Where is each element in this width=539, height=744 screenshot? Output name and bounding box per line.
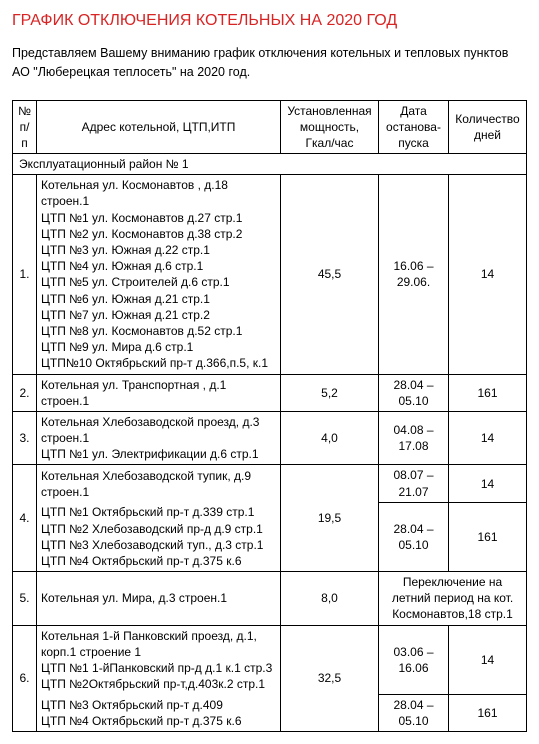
header-addr: Адрес котельной, ЦТП,ИТП [37, 100, 281, 154]
table-row: ЦТП №1 Октябрьский пр-т д.339 стр.1ЦТП №… [13, 502, 527, 571]
table-row: 6. Котельная 1-й Панковский проезд, д.1,… [13, 625, 527, 694]
header-date: Дата останова-пуска [379, 100, 449, 154]
cell-addr: ЦТП №1 Октябрьский пр-т д.339 стр.1ЦТП №… [37, 502, 281, 571]
table-row: 5. Котельная ул. Мира, д.3 строен.1 8,0 … [13, 572, 527, 626]
header-days: Количество дней [449, 100, 527, 154]
table-row: ЦТП №3 Октябрьский пр-т д.409ЦТП №4 Октя… [13, 694, 527, 731]
cell-days: 14 [449, 465, 527, 502]
cell-addr: Котельная ул. Космонавтов , д.18 строен.… [37, 175, 281, 374]
table-row: 1. Котельная ул. Космонавтов , д.18 стро… [13, 175, 527, 374]
page-title: ГРАФИК ОТКЛЮЧЕНИЯ КОТЕЛЬНЫХ НА 2020 ГОД [12, 12, 527, 30]
intro-text: Представляем Вашему вниманию график откл… [12, 44, 527, 82]
cell-days: 14 [449, 411, 527, 465]
district-label: Эксплуатационный район № 1 [13, 154, 527, 175]
district-row: Эксплуатационный район № 1 [13, 154, 527, 175]
cell-date: 28.04 – 05.10 [379, 502, 449, 571]
cell-days: 14 [449, 625, 527, 694]
cell-date: 08.07 – 21.07 [379, 465, 449, 502]
table-row: 4. Котельная Хлебозаводской тупик, д.9 с… [13, 465, 527, 502]
cell-power: 8,0 [281, 572, 379, 626]
cell-date: 28.04 – 05.10 [379, 374, 449, 411]
cell-addr: ЦТП №3 Октябрьский пр-т д.409ЦТП №4 Октя… [37, 694, 281, 731]
table-header-row: № п/п Адрес котельной, ЦТП,ИТП Установле… [13, 100, 527, 154]
cell-addr: Котельная Хлебозаводской проезд, д.3 стр… [37, 411, 281, 465]
schedule-table: № п/п Адрес котельной, ЦТП,ИТП Установле… [12, 100, 527, 733]
cell-date: 16.06 – 29.06. [379, 175, 449, 374]
cell-days: 14 [449, 175, 527, 374]
table-row: 2. Котельная ул. Транспортная , д.1 стро… [13, 374, 527, 411]
cell-num: 5. [13, 572, 37, 626]
cell-note: Переключение на летний период на кот. Ко… [379, 572, 527, 626]
cell-power: 4,0 [281, 411, 379, 465]
cell-addr: Котельная ул. Транспортная , д.1 строен.… [37, 374, 281, 411]
cell-power: 32,5 [281, 625, 379, 732]
cell-power: 45,5 [281, 175, 379, 374]
cell-date: 28.04 – 05.10 [379, 694, 449, 731]
header-num: № п/п [13, 100, 37, 154]
cell-num: 1. [13, 175, 37, 374]
cell-days: 161 [449, 374, 527, 411]
cell-power: 5,2 [281, 374, 379, 411]
cell-addr: Котельная Хлебозаводской тупик, д.9 стро… [37, 465, 281, 502]
cell-power: 19,5 [281, 465, 379, 572]
cell-addr: Котельная ул. Мира, д.3 строен.1 [37, 572, 281, 626]
cell-num: 3. [13, 411, 37, 465]
cell-num: 6. [13, 625, 37, 732]
table-row: 3. Котельная Хлебозаводской проезд, д.3 … [13, 411, 527, 465]
cell-days: 161 [449, 694, 527, 731]
cell-addr: Котельная 1-й Панковский проезд, д.1, ко… [37, 625, 281, 694]
cell-num: 2. [13, 374, 37, 411]
cell-num: 4. [13, 465, 37, 572]
cell-date: 04.08 – 17.08 [379, 411, 449, 465]
cell-days: 161 [449, 502, 527, 571]
header-power: Установленная мощность, Гкал/час [281, 100, 379, 154]
cell-date: 03.06 – 16.06 [379, 625, 449, 694]
